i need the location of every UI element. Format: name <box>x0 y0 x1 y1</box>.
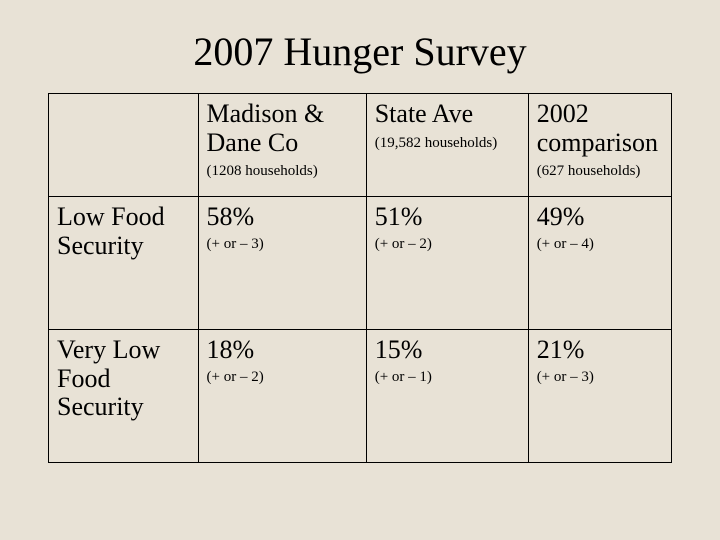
header-subtext: (19,582 households) <box>375 135 520 152</box>
cell-subtext: (+ or – 3) <box>537 369 663 386</box>
data-cell: 15% (+ or – 1) <box>366 330 528 463</box>
cell-value: 51% <box>375 203 520 232</box>
cell-value: 21% <box>537 336 663 365</box>
data-cell: 58% (+ or – 3) <box>198 197 366 330</box>
header-cell-blank <box>49 94 199 197</box>
header-text: State Ave <box>375 100 520 129</box>
cell-value: 15% <box>375 336 520 365</box>
row-label-cell: Very Low Food Security <box>49 330 199 463</box>
table-row: Very Low Food Security 18% (+ or – 2) 15… <box>49 330 672 463</box>
cell-subtext: (+ or – 3) <box>207 236 358 253</box>
slide: 2007 Hunger Survey Madison & Dane Co (12… <box>0 0 720 540</box>
header-subtext: (627 households) <box>537 163 663 180</box>
row-label-cell: Low Food Security <box>49 197 199 330</box>
data-cell: 49% (+ or – 4) <box>528 197 671 330</box>
header-cell: State Ave (19,582 households) <box>366 94 528 197</box>
data-cell: 51% (+ or – 2) <box>366 197 528 330</box>
cell-subtext: (+ or – 4) <box>537 236 663 253</box>
cell-value: 18% <box>207 336 358 365</box>
header-subtext: (1208 households) <box>207 163 358 180</box>
cell-subtext: (+ or – 1) <box>375 369 520 386</box>
table-row: Low Food Security 58% (+ or – 3) 51% (+ … <box>49 197 672 330</box>
cell-subtext: (+ or – 2) <box>375 236 520 253</box>
cell-subtext: (+ or – 2) <box>207 369 358 386</box>
header-cell: Madison & Dane Co (1208 households) <box>198 94 366 197</box>
cell-value: 58% <box>207 203 358 232</box>
header-cell: 2002 comparison (627 households) <box>528 94 671 197</box>
header-text: Madison & Dane Co <box>207 100 358 157</box>
row-label: Low Food Security <box>57 203 190 260</box>
data-cell: 21% (+ or – 3) <box>528 330 671 463</box>
table-header-row: Madison & Dane Co (1208 households) Stat… <box>49 94 672 197</box>
data-table: Madison & Dane Co (1208 households) Stat… <box>48 93 672 463</box>
row-label: Very Low Food Security <box>57 336 190 422</box>
cell-value: 49% <box>537 203 663 232</box>
header-text: 2002 comparison <box>537 100 663 157</box>
data-cell: 18% (+ or – 2) <box>198 330 366 463</box>
slide-title: 2007 Hunger Survey <box>48 28 672 75</box>
